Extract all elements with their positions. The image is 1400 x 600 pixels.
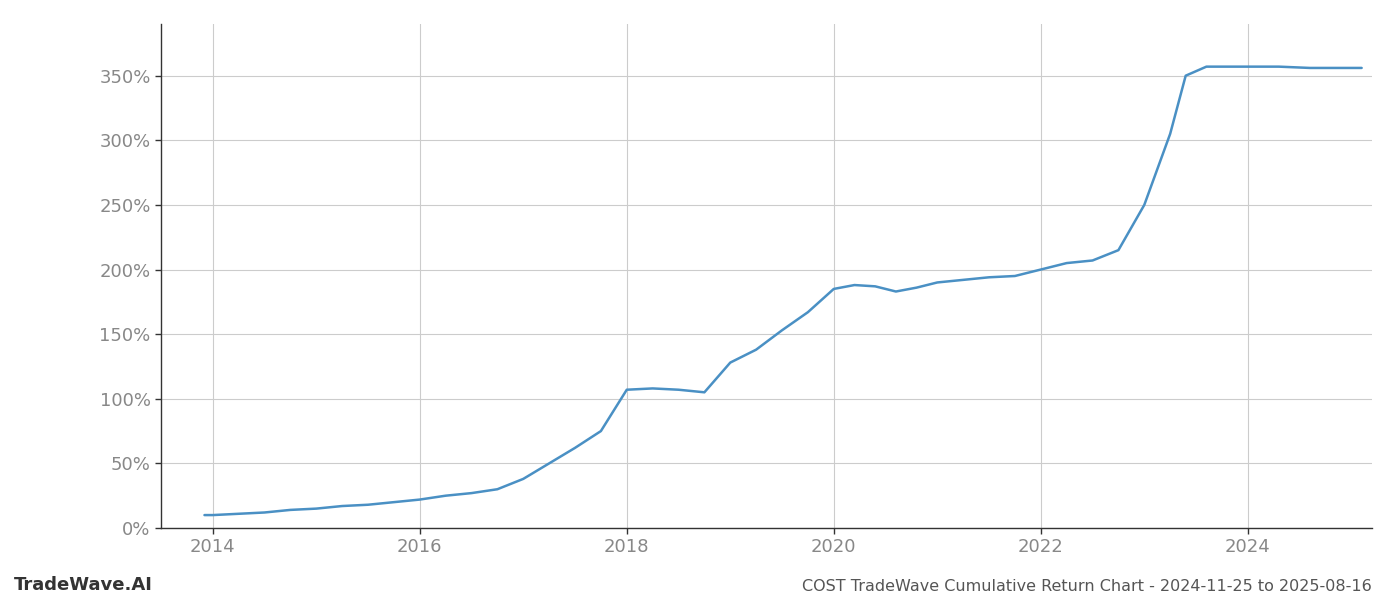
Text: TradeWave.AI: TradeWave.AI <box>14 576 153 594</box>
Text: COST TradeWave Cumulative Return Chart - 2024-11-25 to 2025-08-16: COST TradeWave Cumulative Return Chart -… <box>802 579 1372 594</box>
